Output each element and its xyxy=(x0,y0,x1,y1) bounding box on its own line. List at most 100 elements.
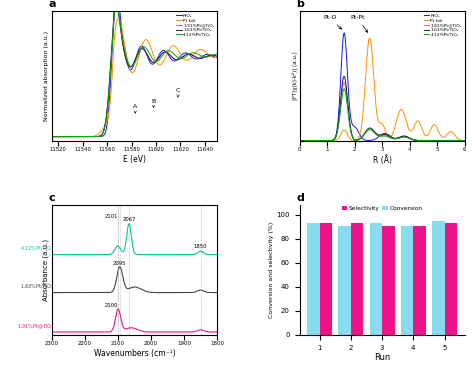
1.63%Pt/TiO₂ xyxy=(125,62,131,67)
PtO₂ xyxy=(179,52,185,57)
Pt foil xyxy=(179,54,185,59)
1.63%Pt/TiO₂ xyxy=(210,53,215,57)
4.12%Pt/TiO₂ xyxy=(383,134,389,138)
Pt foil xyxy=(58,135,64,139)
Legend: PtO₂, Pt foil, 1.91%Pt@TiO₂, 1.63%Pt/TiO₂, 4.12%Pt/TiO₂: PtO₂, Pt foil, 1.91%Pt@TiO₂, 1.63%Pt/TiO… xyxy=(423,13,462,38)
Pt foil xyxy=(115,16,121,21)
Bar xyxy=(351,223,363,335)
Line: PtO₂: PtO₂ xyxy=(52,0,217,137)
1.91%Pt@TiO₂ xyxy=(297,138,302,143)
Text: 2067: 2067 xyxy=(122,217,136,221)
1.63%Pt/TiO₂ xyxy=(387,134,392,139)
PtO₂ xyxy=(49,134,55,139)
1.63%Pt/TiO₂ xyxy=(297,138,302,143)
Pt foil xyxy=(49,135,55,139)
1.91%Pt@TiO₂ xyxy=(368,128,374,132)
Pt foil xyxy=(325,138,330,143)
Bar xyxy=(382,226,394,335)
Text: d: d xyxy=(296,193,304,203)
Line: PtO₂: PtO₂ xyxy=(300,33,465,141)
Text: C: C xyxy=(176,88,180,97)
Pt foil xyxy=(462,138,467,143)
PtO₂ xyxy=(353,125,358,129)
Line: Pt foil: Pt foil xyxy=(52,19,217,137)
Text: B: B xyxy=(151,99,155,108)
1.63%Pt/TiO₂ xyxy=(49,134,55,139)
Line: Pt foil: Pt foil xyxy=(300,38,465,141)
Pt foil xyxy=(214,55,220,59)
1.63%Pt/TiO₂ xyxy=(368,126,374,131)
PtO₂ xyxy=(325,138,330,143)
1.63%Pt/TiO₂ xyxy=(113,0,119,1)
4.12%Pt/TiO₂ xyxy=(341,87,347,91)
Pt foil xyxy=(383,131,389,136)
PtO₂ xyxy=(297,138,302,143)
1.63%Pt/TiO₂ xyxy=(179,55,185,60)
Text: 2101: 2101 xyxy=(104,214,118,219)
Bar xyxy=(401,226,413,335)
1.63%Pt/TiO₂ xyxy=(325,138,330,143)
1.91%Pt@TiO₂ xyxy=(387,135,392,139)
1.63%Pt/TiO₂ xyxy=(341,74,347,78)
1.91%Pt@TiO₂ xyxy=(319,138,324,143)
Pt foil xyxy=(125,61,131,65)
Bar xyxy=(413,226,426,335)
Text: 1.91%Pt@TiO$_2$: 1.91%Pt@TiO$_2$ xyxy=(17,322,54,331)
Y-axis label: |FT(χ(k)·k²)| (a.u.): |FT(χ(k)·k²)| (a.u.) xyxy=(292,51,298,100)
4.12%Pt/TiO₂ xyxy=(210,53,215,57)
Text: 2100: 2100 xyxy=(105,303,118,308)
1.63%Pt/TiO₂ xyxy=(210,53,215,57)
4.12%Pt/TiO₂ xyxy=(462,138,467,143)
Text: a: a xyxy=(49,0,56,9)
Line: 1.63%Pt/TiO₂: 1.63%Pt/TiO₂ xyxy=(300,76,465,141)
Pt foil xyxy=(129,71,135,75)
1.91%Pt@TiO₂ xyxy=(58,134,64,139)
Line: 1.91%Pt@TiO₂: 1.91%Pt@TiO₂ xyxy=(52,2,217,137)
PtO₂ xyxy=(368,138,374,142)
Pt foil xyxy=(297,138,302,143)
X-axis label: E (eV): E (eV) xyxy=(123,155,146,164)
1.63%Pt/TiO₂ xyxy=(383,132,389,137)
1.91%Pt@TiO₂ xyxy=(353,138,358,142)
Pt foil xyxy=(210,55,215,60)
1.91%Pt@TiO₂ xyxy=(210,53,215,57)
Text: 2095: 2095 xyxy=(113,261,127,266)
Legend: PtO₂, Pt foil, 1.91%Pt@TiO₂, 1.63%Pt/TiO₂, 4.12%Pt/TiO₂: PtO₂, Pt foil, 1.91%Pt@TiO₂, 1.63%Pt/TiO… xyxy=(176,13,215,38)
1.91%Pt@TiO₂ xyxy=(325,138,330,143)
4.12%Pt/TiO₂ xyxy=(319,138,324,143)
PtO₂ xyxy=(210,54,215,58)
1.91%Pt@TiO₂ xyxy=(383,133,389,138)
4.12%Pt/TiO₂ xyxy=(297,138,302,143)
Bar xyxy=(370,223,382,335)
Text: b: b xyxy=(296,0,304,9)
1.91%Pt@TiO₂ xyxy=(49,134,55,139)
Line: 4.12%Pt/TiO₂: 4.12%Pt/TiO₂ xyxy=(52,3,217,137)
Text: Pt-Pt: Pt-Pt xyxy=(350,15,368,32)
4.12%Pt/TiO₂ xyxy=(353,138,358,142)
4.12%Pt/TiO₂ xyxy=(368,127,374,132)
Bar xyxy=(319,223,332,335)
4.12%Pt/TiO₂ xyxy=(214,52,220,56)
Y-axis label: Absorbance (a.u.): Absorbance (a.u.) xyxy=(43,239,49,301)
Pt foil xyxy=(368,43,374,47)
PtO₂ xyxy=(462,138,467,143)
PtO₂ xyxy=(125,64,131,68)
Line: 1.91%Pt@TiO₂: 1.91%Pt@TiO₂ xyxy=(300,83,465,141)
4.12%Pt/TiO₂ xyxy=(210,53,215,57)
X-axis label: Wavenumbers (cm⁻¹): Wavenumbers (cm⁻¹) xyxy=(94,349,175,358)
PtO₂ xyxy=(214,55,220,60)
1.91%Pt@TiO₂ xyxy=(113,0,119,4)
Legend: Selectivity, Conversion: Selectivity, Conversion xyxy=(341,206,423,212)
1.91%Pt@TiO₂ xyxy=(125,62,131,67)
PtO₂ xyxy=(129,66,135,70)
Line: 4.12%Pt/TiO₂: 4.12%Pt/TiO₂ xyxy=(300,89,465,141)
1.91%Pt@TiO₂ xyxy=(214,54,220,58)
Bar xyxy=(338,226,351,335)
Text: 1850: 1850 xyxy=(194,244,207,249)
X-axis label: Run: Run xyxy=(374,353,390,362)
1.63%Pt/TiO₂ xyxy=(58,134,64,139)
1.63%Pt/TiO₂ xyxy=(129,63,135,68)
Pt foil xyxy=(210,55,215,60)
Pt foil xyxy=(367,36,373,40)
4.12%Pt/TiO₂ xyxy=(113,1,119,5)
